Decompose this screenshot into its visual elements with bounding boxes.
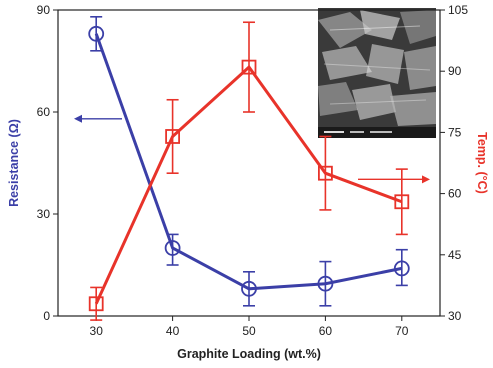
resistance-data-point (164, 240, 181, 256)
right-y-tick-label: 105 (448, 3, 468, 17)
resistance-data-point (393, 260, 410, 277)
resistance-data-point (241, 280, 257, 297)
left-y-tick-label: 60 (37, 105, 51, 119)
temperature-data-point (165, 129, 181, 144)
x-tick-label: 40 (166, 324, 180, 338)
x-tick-label: 50 (242, 324, 256, 338)
series-layer (88, 15, 410, 321)
temperature-data-point (241, 59, 257, 75)
left-y-axis-title: Resistance (Ω) (7, 119, 21, 207)
right-y-tick-label: 60 (448, 187, 462, 201)
left-y-tick-label: 30 (37, 207, 51, 221)
right-y-tick-label: 75 (448, 125, 462, 139)
x-axis-title: Graphite Loading (wt.%) (177, 347, 321, 361)
x-tick-label: 30 (90, 324, 104, 338)
right-axis-arrow-head (422, 175, 430, 184)
right-y-axis-title: Temp. (°C) (475, 132, 489, 194)
axes: 30 40 50 60 70 0 30 60 90 30 45 60 75 90 105 (37, 3, 469, 338)
temperature-data-point (317, 165, 333, 181)
temperature-data-point (88, 296, 104, 312)
left-y-tick-label: 0 (43, 309, 50, 323)
resistance-data-point (88, 25, 105, 42)
arrows-layer (74, 114, 430, 184)
right-y-tick-label: 90 (448, 64, 462, 78)
resistance-data-point (317, 275, 334, 292)
labels-layer: Graphite Loading (wt.%) Resistance (Ω) Tem… (7, 119, 489, 361)
x-tick-label: 60 (319, 324, 333, 338)
sem-inset-image (318, 8, 436, 138)
left-axis-arrow-head (74, 114, 82, 123)
left-y-tick-label: 90 (37, 3, 51, 17)
right-y-tick-label: 30 (448, 309, 462, 323)
right-y-tick-label: 45 (448, 248, 462, 262)
temperature-data-point (394, 194, 410, 210)
x-tick-label: 70 (395, 324, 409, 338)
